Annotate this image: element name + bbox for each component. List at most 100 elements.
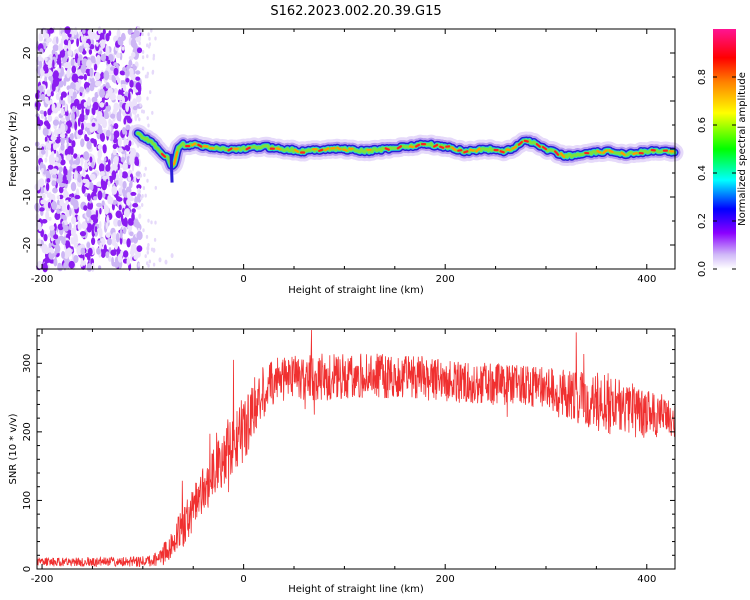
noise-speckle [120,156,126,163]
noise-speckle [89,156,93,163]
noise-speckle [38,178,45,188]
ridge-core [499,150,505,154]
noise-speckle [36,221,42,229]
noise-speckle [110,249,117,256]
ridge-core [173,151,179,166]
noise-speckle [101,118,107,129]
noise-speckle [77,129,83,136]
noise-speckle [86,209,92,218]
noise-speckle [86,59,92,69]
noise-speckle [78,78,82,86]
noise-speckle [150,220,153,225]
noise-speckle [57,264,63,272]
noise-speckle [43,64,48,72]
noise-speckle [128,67,134,78]
noise-speckle [125,69,130,77]
noise-speckle [130,33,137,40]
noise-speckle [146,96,149,101]
noise-speckle [76,37,79,48]
x-tick-label: -200 [31,574,54,585]
ridge-core [632,151,638,156]
noise-speckle [78,75,84,80]
noise-speckle [60,159,66,166]
noise-speckle [67,94,72,104]
noise-speckle [133,221,141,228]
noise-speckle [117,137,122,147]
noise-speckle [64,103,68,112]
noise-speckle [129,155,135,165]
noise-speckle [46,89,52,97]
noise-speckle [91,96,98,104]
noise-speckle [84,133,88,141]
noise-speckle [44,57,48,62]
ridge-core [602,149,608,154]
ridge-dip [169,153,174,183]
snr-x-axis-label: Height of straight line (km) [288,584,424,595]
noise-speckle [44,76,48,82]
noise-speckle [141,50,145,54]
noise-speckle [146,43,149,48]
noise-speckle [67,49,73,57]
noise-speckle [113,67,119,76]
noise-speckle [98,181,102,188]
noise-speckle [87,201,94,211]
noise-speckle [66,247,72,257]
noise-speckle [100,72,105,80]
noise-speckle [119,169,123,179]
noise-speckle [97,144,103,150]
noise-speckle [142,228,145,233]
ridge-core [451,146,457,151]
noise-speckle [99,88,106,99]
noise-speckle [65,111,69,117]
snr-y-ticks: 0 100 200 300 [22,335,675,572]
noise-speckle [58,171,62,181]
noise-speckle [134,196,138,205]
ridge-core [439,145,445,149]
noise-speckle [120,250,124,258]
noise-speckle [108,118,112,126]
noise-speckle [113,88,118,94]
noise-speckle [55,237,61,246]
noise-speckle [63,45,67,51]
noise-speckle [54,244,61,254]
noise-speckle [107,194,112,205]
ridge-core [275,147,281,151]
ridge-core [197,143,203,148]
noise-speckle [105,164,111,172]
noise-speckle [79,154,85,159]
noise-speckle [84,160,88,171]
noise-speckle [126,192,131,198]
noise-speckle [43,33,50,39]
noise-speckle [100,54,107,62]
noise-speckle [116,29,121,39]
noise-speckle [69,207,72,217]
noise-speckle [113,149,117,156]
ridge-core [227,147,233,152]
noise-speckle [94,72,101,81]
noise-speckle [128,61,133,66]
noise-speckle [106,214,110,224]
noise-speckle [42,127,49,136]
noise-speckle [41,219,48,224]
colorbar-gradient [713,29,736,269]
y-tick-label: 0 [22,566,33,572]
noise-speckle [147,218,150,223]
y-tick-label: 10 [22,95,33,108]
noise-speckle [99,171,106,177]
noise-speckle [122,85,127,92]
noise-speckle [116,77,121,84]
noise-speckle [86,140,92,150]
noise-speckle [96,202,103,208]
ridge-core [293,148,300,153]
noise-speckle [43,110,47,117]
noise-speckle [74,26,78,36]
noise-speckle [87,247,93,256]
noise-speckle [83,205,88,211]
noise-speckle [48,251,55,260]
noise-speckle [63,39,69,46]
noise-speckle [73,199,79,210]
noise-speckle [73,171,78,181]
noise-speckle [89,44,95,50]
noise-speckle [136,184,142,190]
noise-speckle [81,184,86,194]
